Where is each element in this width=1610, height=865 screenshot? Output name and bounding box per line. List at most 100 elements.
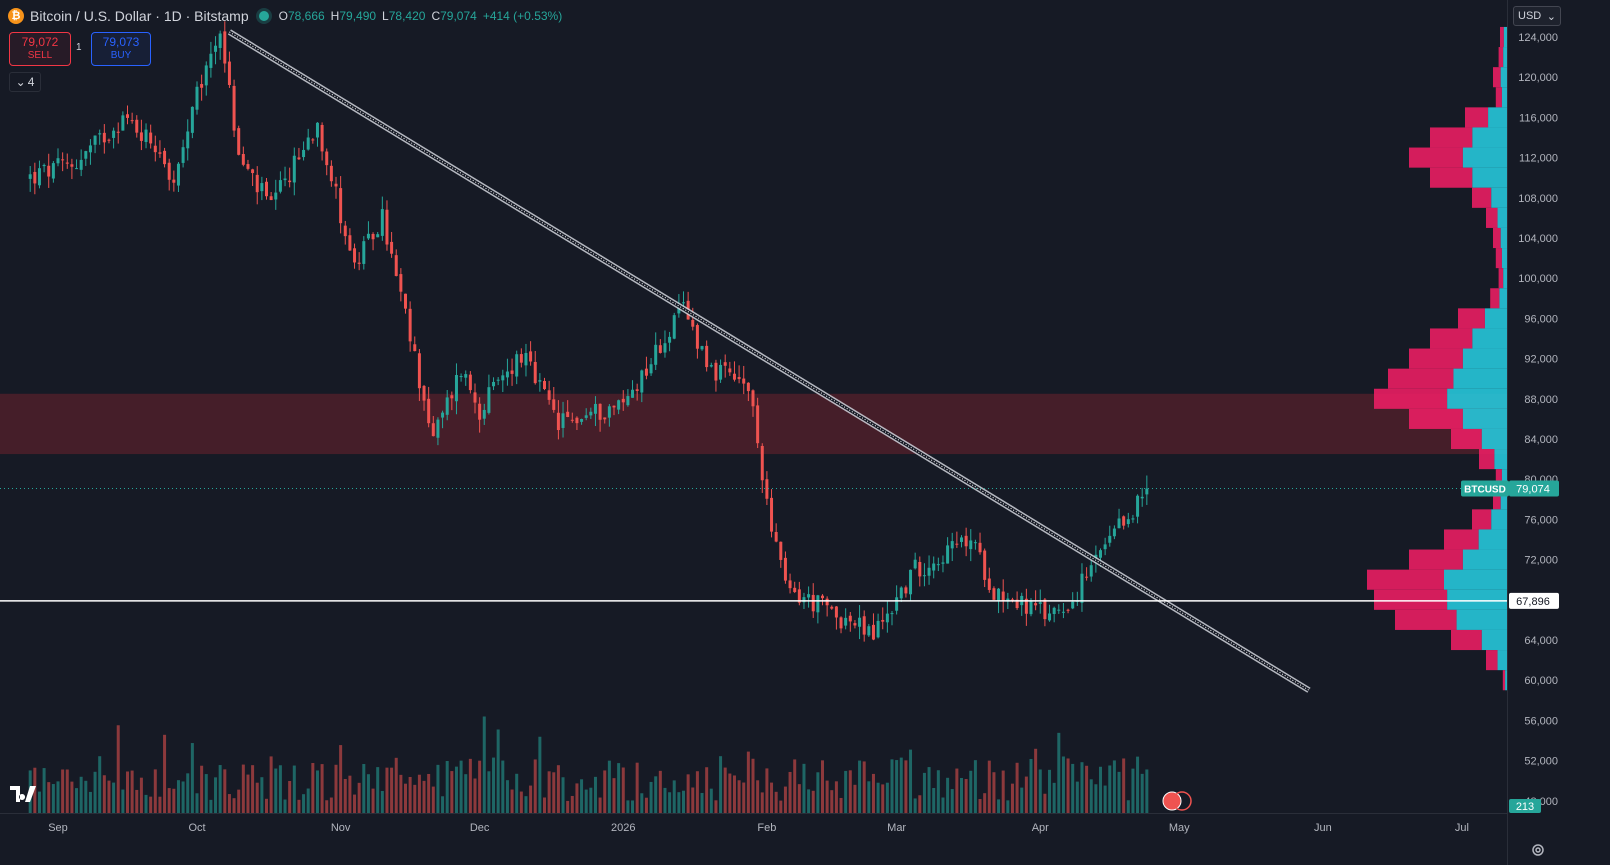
volume-profile-sell-bar [1409, 348, 1463, 369]
symbol-title[interactable]: Bitcoin / U.S. Dollar · 1D · Bitstamp [30, 8, 249, 24]
candle-body [237, 128, 241, 155]
volume-bar [913, 798, 917, 813]
volume-bar [978, 799, 982, 813]
candle-body [297, 157, 301, 160]
candle-body [853, 623, 857, 626]
candle-body [737, 377, 741, 380]
volume-bar [1075, 781, 1079, 813]
volume-profile-buy-bar [1501, 248, 1507, 269]
volume-profile-sell-bar [1486, 207, 1498, 228]
volume-bar [390, 767, 394, 813]
candle-body [644, 368, 648, 376]
currency-select[interactable]: USD ⌄ [1513, 6, 1561, 26]
tradingview-logo-icon[interactable] [10, 784, 42, 804]
candle-body [116, 131, 120, 133]
volume-bar [464, 774, 468, 813]
volume-bar [751, 758, 755, 813]
volume-bar [807, 789, 811, 813]
volume-profile-buy-bar [1462, 549, 1507, 570]
volume-bar [283, 799, 287, 813]
volume-bar [515, 773, 519, 813]
candle-body [399, 274, 403, 292]
sell-button[interactable]: 79,072 SELL [9, 32, 71, 66]
volume-bar [107, 780, 111, 813]
candle-body [1136, 495, 1140, 517]
candle-body [1080, 573, 1084, 603]
candle-body [552, 399, 556, 410]
candle-body [84, 151, 88, 159]
price-tick-label: 112,000 [1519, 153, 1558, 165]
candle-body [621, 398, 625, 403]
indicators-toggle-button[interactable]: ⌄ 4 [9, 72, 41, 92]
volume-bar [149, 796, 153, 813]
volume-profile-sell-bar [1388, 368, 1454, 389]
volume-bar [853, 784, 857, 813]
candle-body [654, 344, 658, 365]
candle-body [515, 354, 519, 377]
volume-bar [478, 760, 482, 813]
candle-body [672, 315, 676, 339]
volume-bar [821, 760, 824, 813]
candle-body [556, 412, 560, 431]
volume-bar [1061, 756, 1065, 813]
volume-bar [376, 767, 380, 813]
volume-bar [1080, 762, 1084, 813]
volume-bar [612, 778, 616, 813]
candle-body [204, 65, 208, 86]
candle-body [746, 382, 750, 392]
candle-body [589, 411, 593, 416]
candle-body [246, 164, 250, 169]
volume-bar [265, 798, 268, 813]
candle-body [1140, 496, 1144, 499]
candle-body [834, 606, 838, 618]
candle-body [404, 293, 407, 309]
volume-bar [1094, 784, 1098, 813]
settings-gear-icon[interactable] [1530, 842, 1546, 858]
volume-profile-buy-bar [1503, 268, 1507, 289]
candle-body [227, 61, 231, 85]
candle-body [946, 545, 950, 564]
buy-button[interactable]: 79,073 BUY [91, 32, 151, 66]
candle-body [719, 364, 723, 380]
volume-bar [964, 779, 968, 813]
volume-profile-sell-bar [1493, 67, 1501, 88]
candle-body [482, 409, 486, 419]
candle-body [334, 183, 338, 187]
volume-bar [98, 756, 102, 813]
candle-body [325, 151, 329, 166]
volume-profile-buy-bar [1491, 509, 1507, 530]
volume-bar [153, 769, 157, 813]
candle-body [960, 537, 963, 542]
candle-body [1122, 516, 1126, 526]
volume-bar [505, 780, 509, 813]
candle-body [427, 398, 431, 424]
volume-bar [649, 781, 653, 813]
volume-profile-buy-bar [1497, 650, 1507, 671]
volume-profile-sell-bar [1472, 509, 1492, 530]
volume-profile-sell-bar [1495, 469, 1502, 490]
price-change: +414 (+0.53%) [482, 9, 563, 23]
time-tick-label: May [1169, 822, 1190, 834]
volume-bar [899, 757, 903, 813]
volume-bar [1020, 787, 1024, 813]
candle-body [251, 169, 255, 174]
volume-bar [533, 759, 537, 813]
candle-body [709, 365, 713, 367]
candle-body [362, 241, 366, 264]
time-tick-label: Jun [1314, 822, 1332, 834]
volume-bar [1001, 770, 1005, 813]
candle-body [1071, 601, 1075, 609]
candle-body [593, 403, 597, 414]
candle-body [315, 122, 319, 138]
candle-body [283, 178, 287, 181]
volume-bar [306, 788, 310, 813]
candle-body [149, 132, 153, 144]
candle-body [973, 542, 977, 544]
indicators-count: 4 [27, 75, 35, 89]
volume-bar [320, 764, 324, 813]
candle-body [70, 164, 74, 167]
volume-profile-sell-bar [1500, 26, 1504, 48]
volume-bar [881, 784, 885, 813]
candle-body [899, 587, 903, 599]
